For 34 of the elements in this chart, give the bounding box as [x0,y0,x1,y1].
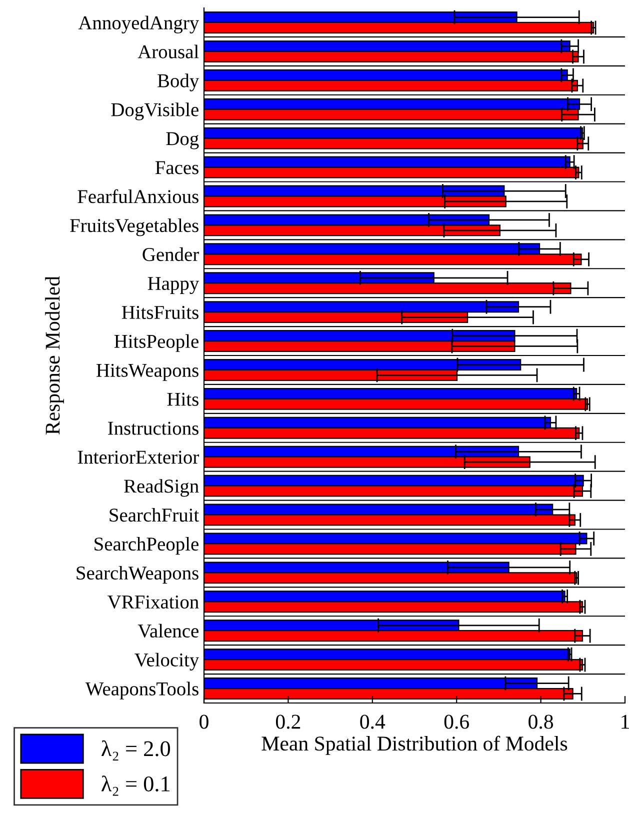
y-tick-label: DogVisible [111,102,198,120]
y-tick-label: HitsWeapons [96,364,198,381]
y-tick-label: VRFixation [108,596,199,609]
y-tick-label: SearchPeople [94,536,198,555]
y-tick-label: InteriorExterior [78,450,199,464]
x-tick-label: 0.4 [360,714,386,729]
y-tick-label: Body [158,74,200,92]
y-axis-title: Response Modeled [45,276,64,434]
y-tick-label: FruitsVegetables [70,218,198,236]
y-tick-label: Hits [167,392,198,406]
y-tick-label: Velocity [134,652,200,671]
legend-label: λ₂ = 0.1 [102,776,170,796]
y-tick-label: AnnoyedAngry [78,16,200,34]
legend-label: λ₂ = 2.0 [102,740,170,761]
y-tick-label: Instructions [108,422,198,435]
x-tick-label: 0 [200,714,208,729]
y-tick-label: Gender [142,247,199,262]
y-tick-label: Faces [155,161,198,174]
y-tick-label: HitsFruits [122,306,198,319]
x-axis-title: Mean Spatial Distribution of Models [262,736,568,755]
x-tick-label: 0.8 [528,714,554,729]
x-tick-label: 0.2 [276,714,300,729]
y-tick-label: FearfulAnxious [78,189,198,204]
y-tick-label: HitsPeople [114,334,198,352]
y-tick-label: Dog [166,132,199,150]
y-tick-label: WeaponsTools [85,682,198,700]
y-tick-label: SearchFruit [110,508,200,522]
y-tick-label: SearchWeapons [76,566,198,584]
y-tick-label: Happy [148,277,200,294]
x-tick-label: 0.6 [444,714,469,729]
y-tick-label: Valence [138,624,198,638]
x-tick-label: 1 [622,714,629,729]
y-tick-label: ReadSign [124,479,199,497]
y-tick-label: Arousal [138,44,199,58]
